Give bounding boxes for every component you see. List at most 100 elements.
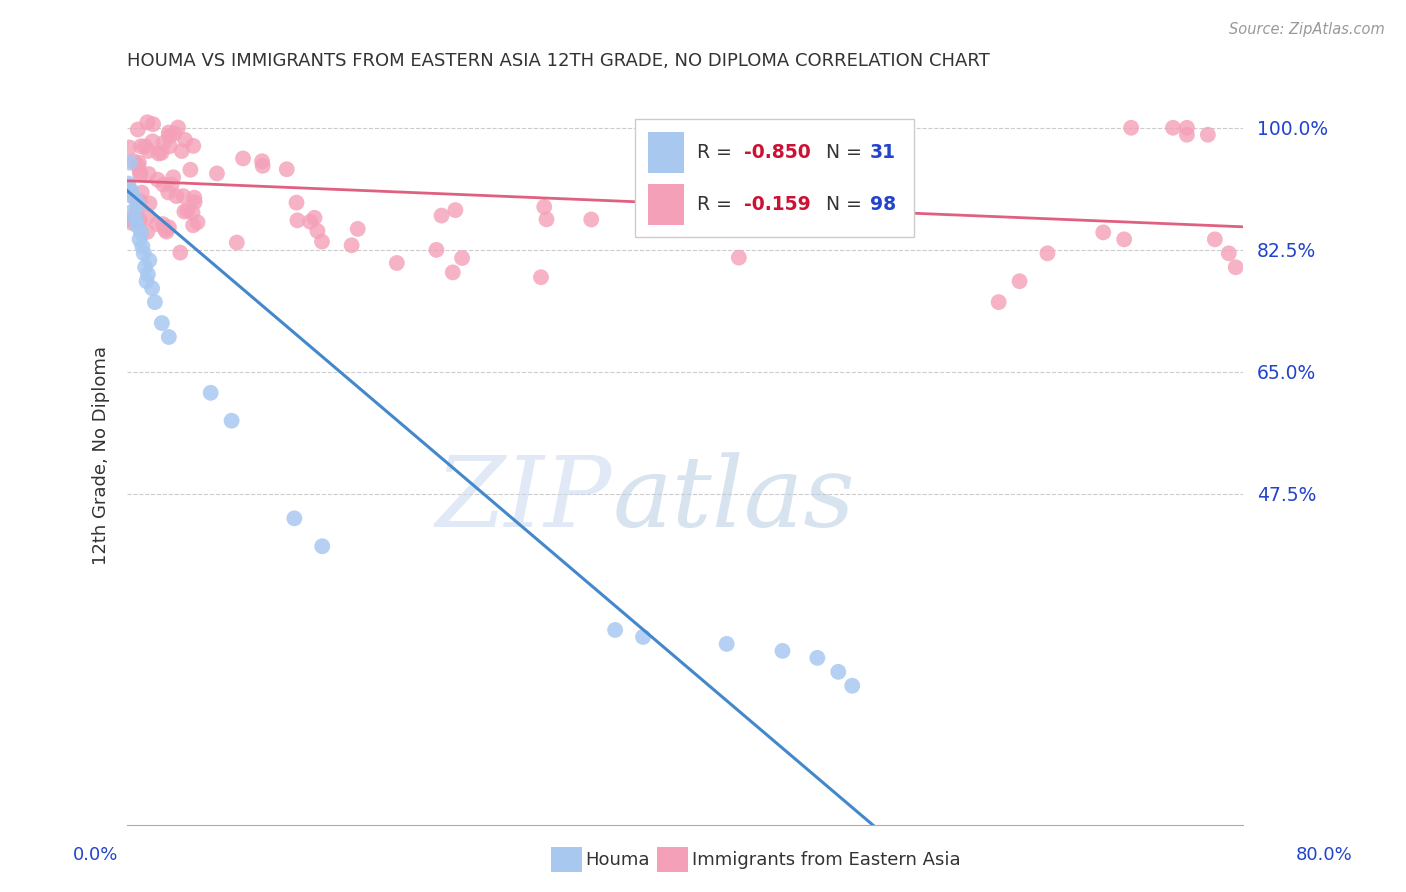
- Point: [536, 212, 558, 227]
- Point: [141, 281, 163, 295]
- Point: [283, 511, 305, 525]
- Point: [135, 274, 157, 288]
- Point: [340, 238, 363, 252]
- Text: -0.159: -0.159: [744, 194, 811, 214]
- Point: [146, 172, 169, 186]
- Point: [827, 665, 849, 679]
- Point: [530, 270, 553, 285]
- Point: [181, 205, 204, 219]
- Point: [117, 182, 139, 196]
- Point: [205, 166, 228, 180]
- Point: [232, 152, 254, 166]
- Point: [287, 213, 309, 227]
- Point: [1218, 246, 1240, 260]
- Point: [603, 623, 626, 637]
- Point: [127, 159, 149, 173]
- Point: [136, 144, 159, 158]
- Text: -0.850: -0.850: [744, 143, 811, 162]
- Point: [157, 330, 180, 344]
- Point: [181, 219, 204, 233]
- Point: [124, 211, 146, 226]
- Point: [165, 189, 187, 203]
- Bar: [648, 132, 683, 173]
- Point: [129, 139, 152, 153]
- Point: [1161, 120, 1184, 135]
- Point: [221, 414, 243, 428]
- Point: [128, 194, 150, 208]
- Point: [128, 156, 150, 170]
- Point: [157, 126, 180, 140]
- Point: [152, 217, 174, 231]
- Point: [127, 197, 149, 211]
- Point: [122, 190, 145, 204]
- Point: [141, 134, 163, 148]
- Point: [172, 189, 194, 203]
- Point: [129, 168, 152, 182]
- Point: [160, 178, 183, 192]
- Text: Houma: Houma: [585, 851, 650, 869]
- Point: [142, 117, 165, 131]
- Point: [152, 136, 174, 150]
- Point: [134, 139, 156, 153]
- Text: N =: N =: [814, 194, 868, 214]
- Point: [183, 191, 205, 205]
- Point: [120, 215, 142, 229]
- Point: [157, 186, 180, 200]
- Point: [122, 154, 145, 169]
- Text: 80.0%: 80.0%: [1296, 846, 1353, 863]
- Point: [1036, 246, 1059, 260]
- Point: [121, 188, 143, 202]
- Point: [250, 154, 273, 169]
- Point: [1175, 120, 1198, 135]
- Point: [138, 253, 160, 268]
- Point: [138, 196, 160, 211]
- Point: [129, 226, 152, 240]
- Point: [307, 224, 329, 238]
- Point: [150, 316, 173, 330]
- Point: [841, 679, 863, 693]
- Point: [311, 235, 333, 249]
- Point: [728, 251, 751, 265]
- Point: [148, 146, 170, 161]
- Point: [170, 144, 193, 158]
- Point: [285, 195, 308, 210]
- Point: [200, 385, 222, 400]
- Point: [716, 637, 738, 651]
- Point: [157, 220, 180, 235]
- Text: R =: R =: [697, 143, 738, 162]
- Point: [118, 155, 141, 169]
- FancyBboxPatch shape: [634, 120, 914, 237]
- Point: [150, 145, 173, 160]
- Text: ZIP: ZIP: [436, 452, 613, 548]
- Point: [131, 186, 153, 200]
- Point: [631, 630, 654, 644]
- Point: [153, 222, 176, 236]
- Point: [134, 260, 156, 275]
- Text: 98: 98: [870, 194, 896, 214]
- Point: [311, 539, 333, 553]
- Point: [128, 213, 150, 227]
- Point: [704, 193, 727, 207]
- Point: [127, 122, 149, 136]
- Point: [179, 162, 201, 177]
- Point: [128, 165, 150, 179]
- Y-axis label: 12th Grade, No Diploma: 12th Grade, No Diploma: [93, 346, 110, 566]
- Point: [167, 120, 190, 135]
- Point: [1175, 128, 1198, 142]
- Text: R =: R =: [697, 194, 738, 214]
- Point: [1114, 232, 1136, 246]
- Point: [441, 265, 464, 279]
- Point: [136, 210, 159, 224]
- Point: [451, 251, 474, 265]
- Point: [128, 232, 150, 246]
- Point: [444, 203, 467, 218]
- Point: [136, 225, 159, 239]
- Point: [304, 211, 326, 225]
- Point: [176, 203, 198, 218]
- Point: [1092, 226, 1115, 240]
- Point: [1204, 232, 1226, 246]
- Point: [162, 170, 184, 185]
- Point: [385, 256, 408, 270]
- Point: [737, 217, 759, 231]
- Text: 0.0%: 0.0%: [73, 846, 118, 863]
